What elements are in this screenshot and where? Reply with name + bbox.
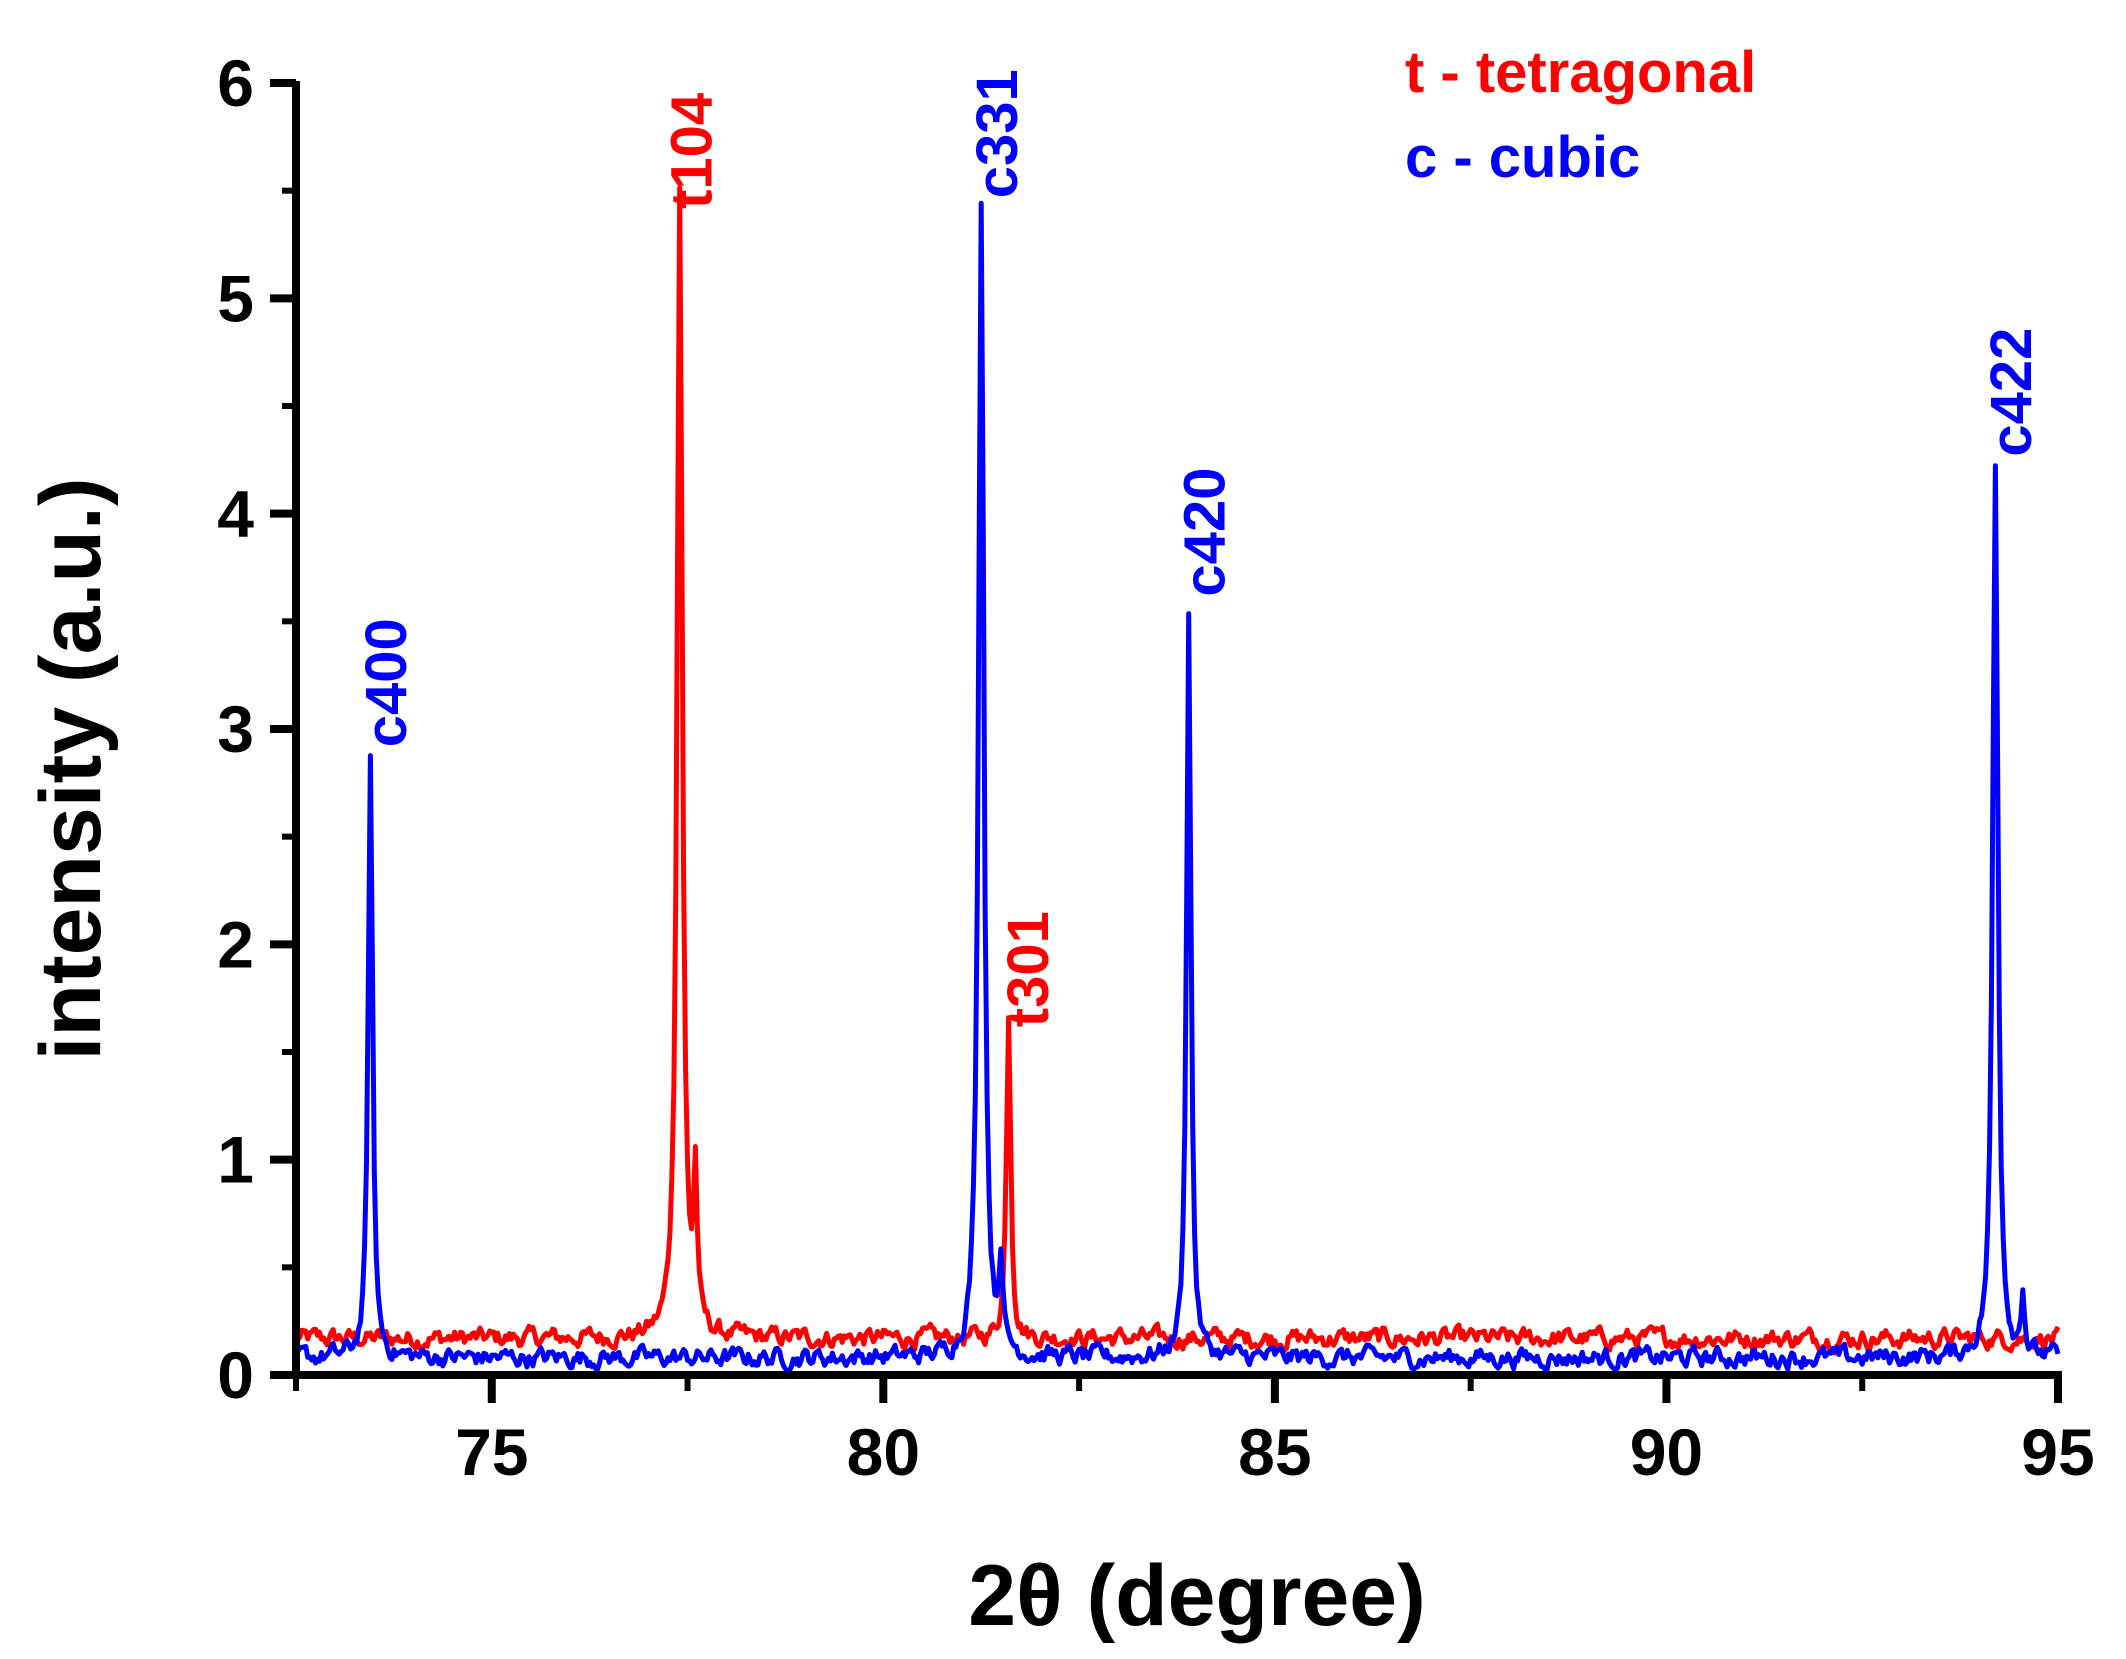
- x-tick-label: 85: [1238, 1415, 1311, 1489]
- legend-entry: t - tetragonal: [1405, 40, 1756, 105]
- y-tick-label: 6: [217, 46, 254, 120]
- y-axis-title: intensity (a.u.): [23, 478, 119, 1061]
- legend: t - tetragonal c - cubic: [1405, 40, 1756, 190]
- y-tick-label: 0: [217, 1338, 254, 1412]
- x-tick-label: 90: [1630, 1415, 1703, 1489]
- x-tick-label: 75: [455, 1415, 528, 1489]
- series-line-tetragonal: [293, 185, 2061, 1356]
- x-axis-title: 2θ (degree): [968, 1548, 1426, 1644]
- series-line-cubic: [294, 200, 2061, 1374]
- peak-label-t104: t104: [659, 93, 724, 209]
- y-tick-label: 5: [217, 261, 254, 335]
- axes: 0 1 2 3 4 5 6 75 80 85 90 95: [217, 46, 2094, 1489]
- peak-label-c422: c422: [1979, 328, 2044, 457]
- y-tick-label: 2: [217, 907, 254, 981]
- peak-label-c420: c420: [1172, 468, 1237, 597]
- plot-series: [293, 185, 2061, 1374]
- peak-label-t301: t301: [996, 911, 1061, 1027]
- x-tick-label: 95: [2021, 1415, 2094, 1489]
- y-tick-label: 4: [217, 477, 254, 551]
- x-tick-label: 80: [847, 1415, 920, 1489]
- y-tick-label: 1: [217, 1123, 254, 1197]
- peak-label-c400: c400: [354, 618, 419, 747]
- legend-entry: c - cubic: [1405, 125, 1640, 190]
- y-tick-label: 3: [217, 692, 254, 766]
- peak-label-c331: c331: [965, 69, 1030, 198]
- peak-annotations: t104 c331 t301 c400 c420 c422: [354, 69, 2044, 1027]
